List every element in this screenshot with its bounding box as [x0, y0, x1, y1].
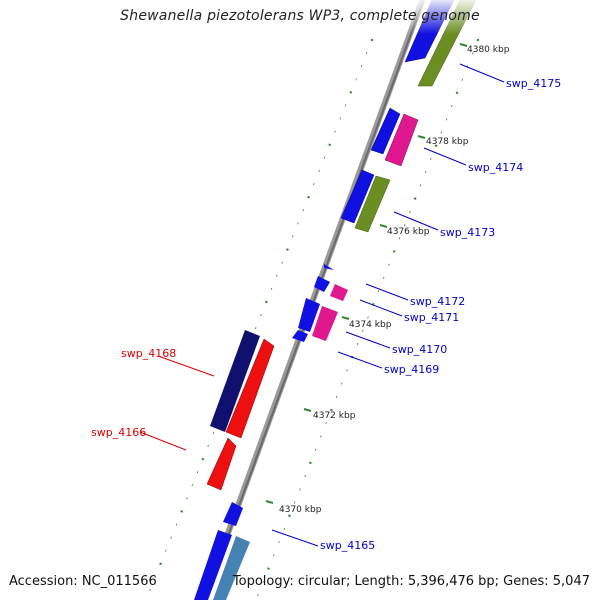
guide-dot — [267, 567, 270, 570]
gene-arrow-swp-4172[interactable] — [330, 284, 348, 301]
gene-label-swp-4173[interactable]: swp_4173 — [440, 226, 495, 239]
guide-dot — [413, 197, 417, 200]
tick-label: 4370 kbp — [279, 505, 322, 515]
guide-dot — [201, 457, 205, 461]
gene-arrow-swp-4174[interactable] — [384, 113, 419, 167]
gene-arrow-swp-4168[interactable] — [225, 338, 275, 439]
gene-label-swp-4172[interactable]: swp_4172 — [410, 295, 465, 308]
gene-label-swp-4166[interactable]: swp_4166 — [91, 426, 146, 439]
guide-dot — [286, 248, 289, 251]
gene-arrow-swp-4173[interactable] — [354, 175, 391, 233]
leader-line — [393, 211, 439, 231]
gene-arrow-swp-4165[interactable] — [213, 536, 250, 600]
guide-dot — [328, 143, 332, 147]
leader-line — [271, 529, 319, 547]
genome-summary-text: Topology: circular; Length: 5,396,476 bp… — [232, 574, 590, 589]
gene-arrow-blue[interactable] — [223, 502, 243, 526]
tick-label: 4378 kbp — [426, 137, 469, 147]
leader-line — [157, 355, 215, 377]
map-title: Shewanella piezotolerans WP3, complete g… — [120, 8, 480, 24]
tick-mark — [379, 224, 388, 228]
tick-label: 4380 kbp — [467, 45, 510, 55]
outer-guide-dots — [149, 38, 374, 592]
guide-dot — [455, 91, 459, 95]
gene-label-swp-4168[interactable]: swp_4168 — [121, 347, 176, 360]
gene-arrow-blue-small[interactable] — [324, 264, 334, 270]
guide-dot — [159, 562, 162, 566]
leader-line — [365, 283, 409, 301]
guide-dot — [392, 250, 396, 253]
guide-dot — [370, 38, 374, 42]
tick-marks: 4380 kbp 4378 kbp 4376 kbp 4374 kbp 4372… — [265, 43, 510, 515]
gene-label-swp-4174[interactable]: swp_4174 — [468, 161, 523, 174]
guide-dot — [349, 91, 353, 94]
accession-text: Accession: NC_011566 — [9, 574, 157, 589]
gene-arrow-blue[interactable] — [194, 530, 232, 600]
guide-dot — [307, 195, 310, 199]
leader-line — [345, 331, 391, 349]
gene-arrow-blue[interactable] — [370, 107, 401, 155]
gene-label-swp-4171[interactable]: swp_4171 — [404, 311, 459, 324]
guide-dot — [476, 38, 480, 42]
gene-arrow-blue-small[interactable] — [292, 330, 308, 342]
guide-dot — [309, 461, 312, 465]
tick-label: 4374 kbp — [349, 320, 392, 330]
gene-label-swp-4165[interactable]: swp_4165 — [320, 539, 375, 552]
guide-dot — [371, 302, 375, 306]
gene-arrow-navy[interactable] — [210, 330, 260, 432]
tick-label: 4372 kbp — [313, 411, 356, 421]
gene-label-swp-4175[interactable]: swp_4175 — [506, 77, 561, 90]
gene-arrow-blue[interactable] — [298, 298, 320, 332]
gene-label-swp-4170[interactable]: swp_4170 — [392, 343, 447, 356]
tick-label: 4376 kbp — [387, 227, 430, 237]
leader-line — [139, 431, 187, 451]
guide-dot — [434, 144, 438, 148]
gene-arrow-swp-4170[interactable] — [312, 306, 338, 341]
tick-mark — [341, 316, 350, 320]
tick-mark — [417, 135, 426, 139]
top-fade — [0, 0, 600, 34]
guide-dot — [180, 510, 184, 513]
leader-line — [359, 299, 403, 317]
tick-mark — [265, 500, 274, 504]
gene-label-swp-4169[interactable]: swp_4169 — [384, 363, 439, 376]
leader-line — [423, 147, 467, 166]
guide-dot — [329, 408, 333, 412]
gene-arrow-swp-4166[interactable] — [206, 437, 237, 491]
tick-mark — [459, 43, 468, 47]
guide-dot — [264, 300, 268, 304]
inner-guide-dots — [257, 38, 480, 597]
leader-line — [459, 63, 505, 83]
gene-labels: swp_4175 swp_4174 swp_4173 swp_4172 swp_… — [91, 63, 561, 552]
guide-dot — [288, 514, 291, 518]
gene-arrow-blue-small[interactable] — [314, 276, 330, 292]
gene-arrow-blue[interactable] — [340, 169, 375, 224]
leader-line — [337, 351, 383, 369]
tick-mark — [303, 408, 312, 412]
